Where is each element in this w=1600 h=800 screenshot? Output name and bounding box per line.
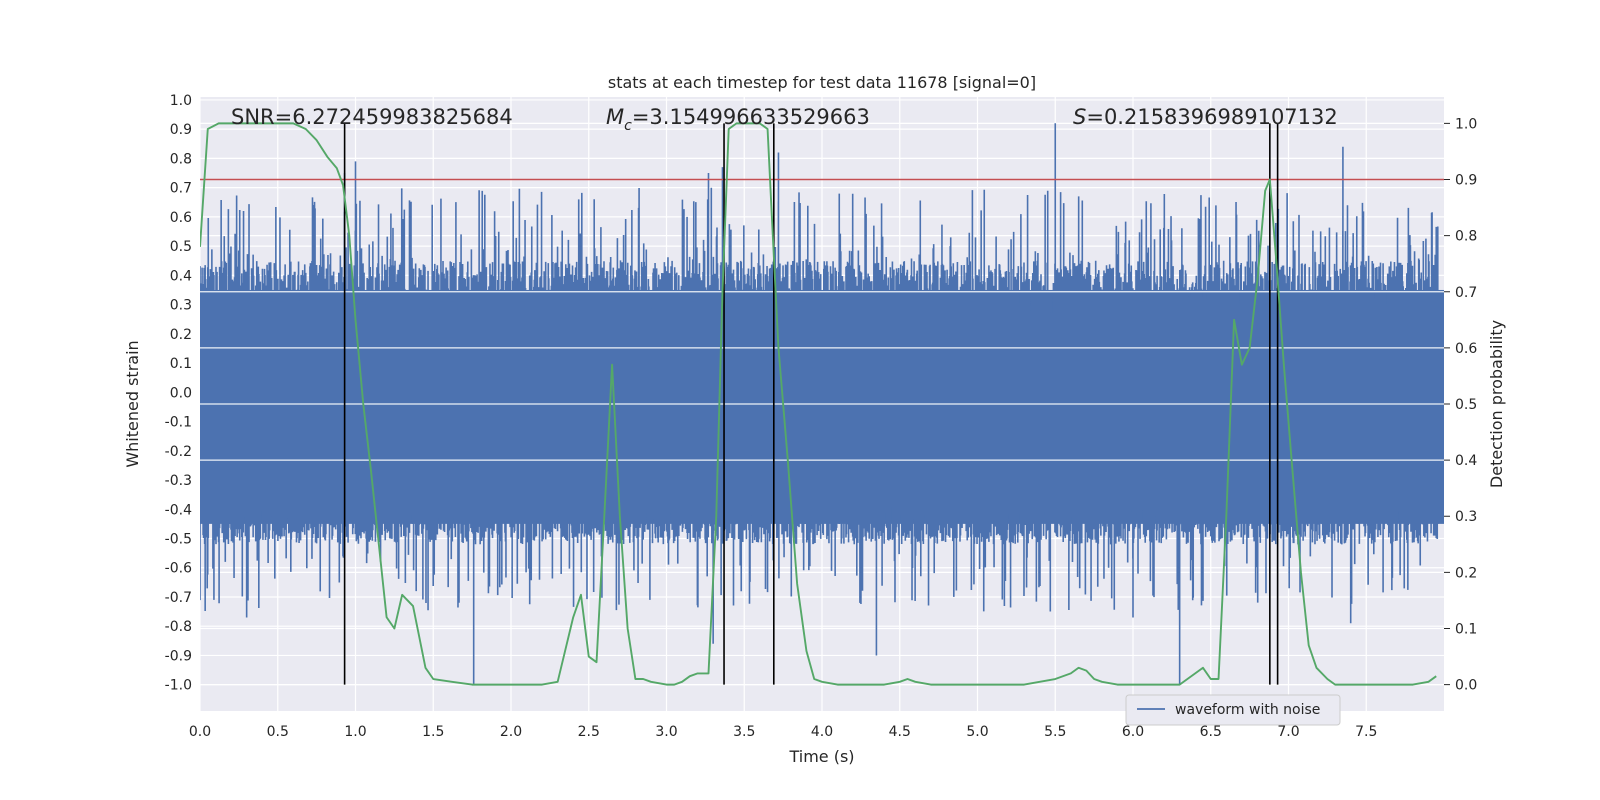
y-left-tick-label: 0.8 [170, 151, 192, 167]
y-left-tick-label: -0.9 [165, 648, 192, 664]
y-left-tick-label: -1.0 [165, 678, 192, 694]
y-left-tick-label: 0.9 [170, 122, 192, 138]
x-tick-label: 1.0 [344, 724, 366, 740]
y-right-tick-label: 0.7 [1455, 285, 1477, 301]
y-left-tick-label: -0.1 [165, 415, 192, 431]
probability-line [200, 122, 1437, 686]
y-right-tick-label: 0.5 [1455, 397, 1477, 413]
y-left-tick-label: 0.5 [170, 239, 192, 255]
chirp-mass-subscript: c [624, 118, 632, 134]
x-tick-label: 0.0 [189, 724, 211, 740]
chart-title: stats at each timestep for test data 116… [608, 73, 1036, 92]
x-tick-label: 1.5 [422, 724, 444, 740]
x-tick-label: 3.5 [733, 724, 755, 740]
y-right-tick-label: 0.6 [1455, 341, 1477, 357]
y-axis-label-right: Detection probability [1487, 320, 1506, 488]
x-tick-label: 6.0 [1122, 724, 1144, 740]
y-right-tick-labels: 1.0 0.9 0.8 0.7 0.6 0.5 0.4 0.3 0.2 0.1 0.0 [1444, 116, 1477, 694]
chirp-mass-symbol: M [606, 105, 624, 129]
y-right-tick-label: 0.9 [1455, 173, 1477, 189]
x-tick-label: 4.5 [889, 724, 911, 740]
score-symbol: S [1073, 105, 1086, 129]
x-tick-label: 2.5 [578, 724, 600, 740]
y-left-tick-label: 0.1 [170, 356, 192, 372]
x-tick-label: 7.5 [1355, 724, 1377, 740]
y-left-tick-label: -0.5 [165, 531, 192, 547]
y-left-tick-label: 0.4 [170, 268, 192, 284]
waveform-line [200, 123, 1439, 685]
y-left-tick-label: 0.6 [170, 210, 192, 226]
x-tick-label: 6.5 [1200, 724, 1222, 740]
y-left-tick-label: 0.2 [170, 327, 192, 343]
y-left-tick-label: -0.7 [165, 590, 192, 606]
y-left-tick-labels: 1.0 0.9 0.8 0.7 0.6 0.5 0.4 0.3 0.2 0.1 0.0 -0.1 -0.… [165, 93, 192, 694]
legend: waveform with noise [1125, 694, 1341, 726]
y-right-tick-label: 0.8 [1455, 229, 1477, 245]
y-right-tick-label: 0.3 [1455, 509, 1477, 525]
y-left-tick-label: 1.0 [170, 93, 192, 109]
chirp-mass-value: =3.154996633529663 [632, 105, 870, 129]
y-right-tick-label: 0.1 [1455, 621, 1477, 637]
y-axis-label-left: Whitened strain [123, 340, 142, 467]
vertical-markers [343, 123, 1279, 685]
y-left-tick-label: -0.8 [165, 619, 192, 635]
x-tick-label: 3.0 [655, 724, 677, 740]
y-left-tick-label: -0.6 [165, 561, 192, 577]
legend-box [1125, 694, 1341, 726]
y-right-tick-label: 1.0 [1455, 116, 1477, 132]
x-axis-label: Time (s) [788, 747, 854, 766]
x-tick-label: 7.0 [1277, 724, 1299, 740]
legend-label: waveform with noise [1175, 702, 1320, 718]
waveform-series [200, 123, 1444, 685]
x-tick-label: 5.0 [966, 724, 988, 740]
chirp-mass-annotation: Mc=3.154996633529663 [606, 105, 870, 134]
x-tick-label: 5.5 [1044, 724, 1066, 740]
y-left-tick-label: 0.7 [170, 181, 192, 197]
snr-annotation: SNR=6.272459983825684 [231, 105, 513, 129]
score-annotation: S=0.2158396989107132 [1073, 105, 1338, 129]
y-right-tick-label: 0.0 [1455, 678, 1477, 694]
y-left-tick-label: 0.3 [170, 298, 192, 314]
y-left-tick-label: -0.2 [165, 444, 192, 460]
y-right-tick-label: 0.4 [1455, 453, 1477, 469]
score-value: =0.2158396989107132 [1086, 105, 1337, 129]
x-tick-labels: 0.0 0.5 1.0 1.5 2.0 2.5 3.0 3.5 4.0 4.5 5.0 5.5 6.0 6… [189, 724, 1378, 740]
probability-series [200, 122, 1437, 686]
x-tick-label: 2.0 [500, 724, 522, 740]
x-tick-label: 0.5 [267, 724, 289, 740]
y-left-tick-label: -0.3 [165, 473, 192, 489]
y-left-tick-label: 0.0 [170, 385, 192, 401]
y-left-tick-label: -0.4 [165, 502, 192, 518]
y-right-tick-label: 0.2 [1455, 565, 1477, 581]
x-tick-label: 4.0 [811, 724, 833, 740]
